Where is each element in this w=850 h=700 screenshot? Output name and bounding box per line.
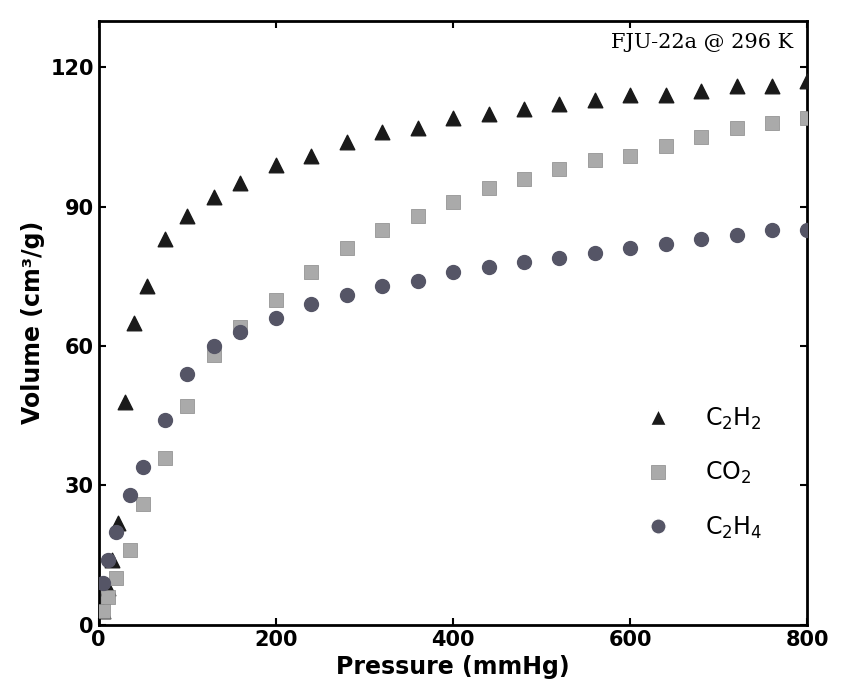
Point [304, 299, 318, 310]
Point [730, 80, 744, 92]
Point [517, 257, 530, 268]
Point [234, 178, 247, 189]
Point [136, 498, 150, 510]
Point [482, 108, 496, 119]
Legend: $\mathsf{C_2H_2}$, $\mathsf{CO_2}$, $\mathsf{C_2H_4}$: $\mathsf{C_2H_2}$, $\mathsf{CO_2}$, $\ma… [622, 393, 774, 552]
Point [730, 229, 744, 240]
Point [588, 155, 602, 166]
Point [207, 350, 221, 361]
Point [376, 127, 389, 138]
Point [411, 122, 424, 133]
Point [123, 545, 137, 556]
Point [101, 582, 115, 593]
Point [269, 294, 283, 305]
Point [623, 90, 637, 101]
Point [765, 224, 779, 235]
Point [101, 592, 115, 603]
Point [659, 90, 672, 101]
Point [694, 85, 708, 96]
Point [659, 238, 672, 249]
Point [234, 322, 247, 333]
Point [623, 243, 637, 254]
Point [140, 280, 154, 291]
Point [111, 517, 125, 528]
Point [128, 317, 141, 328]
Point [207, 192, 221, 203]
Point [269, 312, 283, 323]
Point [304, 266, 318, 277]
Point [517, 104, 530, 115]
Point [411, 275, 424, 286]
Point [588, 248, 602, 259]
Point [123, 489, 137, 500]
Point [110, 573, 123, 584]
Point [552, 164, 566, 175]
Point [158, 414, 172, 426]
Point [411, 210, 424, 221]
Point [340, 136, 354, 147]
Point [552, 252, 566, 263]
Point [96, 578, 110, 589]
Point [801, 76, 814, 87]
Point [765, 118, 779, 129]
X-axis label: Pressure (mmHg): Pressure (mmHg) [337, 655, 570, 679]
Point [96, 606, 110, 617]
Y-axis label: Volume (cm³/g): Volume (cm³/g) [21, 221, 45, 424]
Point [730, 122, 744, 133]
Point [96, 606, 110, 617]
Point [110, 526, 123, 538]
Point [158, 452, 172, 463]
Point [158, 234, 172, 245]
Point [180, 210, 194, 221]
Point [659, 141, 672, 152]
Point [446, 113, 460, 124]
Text: FJU-22a @ 296 K: FJU-22a @ 296 K [611, 33, 793, 52]
Point [304, 150, 318, 161]
Point [765, 80, 779, 92]
Point [588, 94, 602, 106]
Point [801, 113, 814, 124]
Point [694, 234, 708, 245]
Point [207, 340, 221, 351]
Point [101, 554, 115, 566]
Point [180, 368, 194, 379]
Point [234, 326, 247, 337]
Point [269, 159, 283, 170]
Point [623, 150, 637, 161]
Point [105, 554, 119, 566]
Point [694, 132, 708, 143]
Point [482, 183, 496, 194]
Point [552, 99, 566, 110]
Point [517, 173, 530, 184]
Point [340, 289, 354, 300]
Point [482, 261, 496, 272]
Point [180, 401, 194, 412]
Point [118, 396, 132, 407]
Point [446, 266, 460, 277]
Point [376, 280, 389, 291]
Point [801, 224, 814, 235]
Point [376, 224, 389, 235]
Point [340, 243, 354, 254]
Point [136, 461, 150, 472]
Point [446, 197, 460, 208]
